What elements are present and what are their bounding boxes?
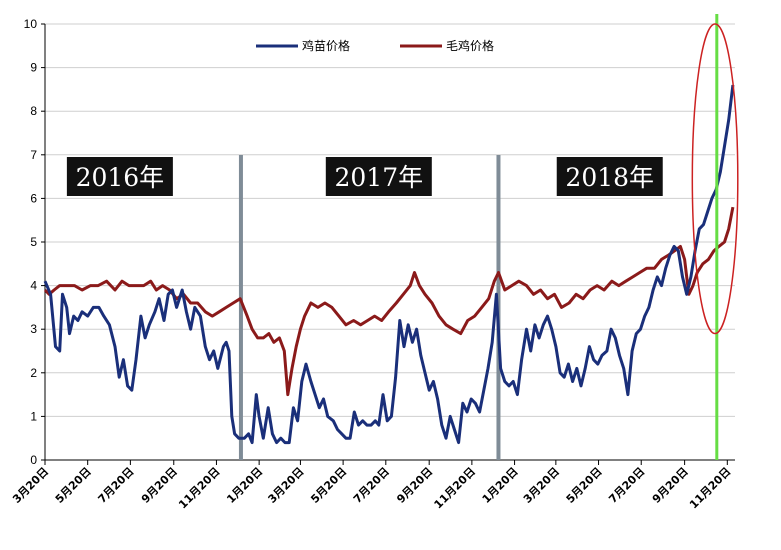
year-label: 2016年 xyxy=(66,157,173,196)
year-label-text: 2017年 xyxy=(334,163,423,192)
series-line-broiler-price xyxy=(43,206,735,397)
legend-label-chick: 鸡苗价格 xyxy=(302,38,350,53)
highlight-ellipse xyxy=(691,23,739,335)
y-tick-label: 8 xyxy=(30,104,37,118)
y-tick-label: 3 xyxy=(30,322,37,336)
legend-label-broiler: 毛鸡价格 xyxy=(446,38,494,53)
year-label: 2018年 xyxy=(556,157,663,196)
year-label: 2017年 xyxy=(325,157,432,196)
y-tick-label: 7 xyxy=(30,148,37,162)
y-tick-label: 0 xyxy=(30,453,37,467)
year-label-box xyxy=(556,157,663,196)
y-tick-label: 4 xyxy=(30,279,37,293)
y-tick-labels: 0 1 2 3 4 5 6 7 8 9 10 xyxy=(24,17,45,467)
year-label-text: 2016年 xyxy=(76,163,165,192)
y-tick-label: 10 xyxy=(24,17,38,31)
y-tick-label: 9 xyxy=(30,61,37,75)
year-labels: 2016年 2017年 2018年 xyxy=(66,157,663,196)
year-label-box xyxy=(66,157,173,196)
y-tick-label: 1 xyxy=(30,409,37,423)
legend: 鸡苗价格 毛鸡价格 xyxy=(256,38,494,53)
year-label-box xyxy=(325,157,432,196)
y-tick-label: 5 xyxy=(30,235,37,249)
y-tick-label: 6 xyxy=(30,191,37,205)
y-tick-label: 2 xyxy=(30,366,37,380)
year-label-text: 2018年 xyxy=(565,163,654,192)
gridlines xyxy=(45,23,735,417)
highlight-annotations xyxy=(691,14,739,460)
series-line-chick-price xyxy=(43,84,735,445)
series-lines xyxy=(43,84,735,445)
